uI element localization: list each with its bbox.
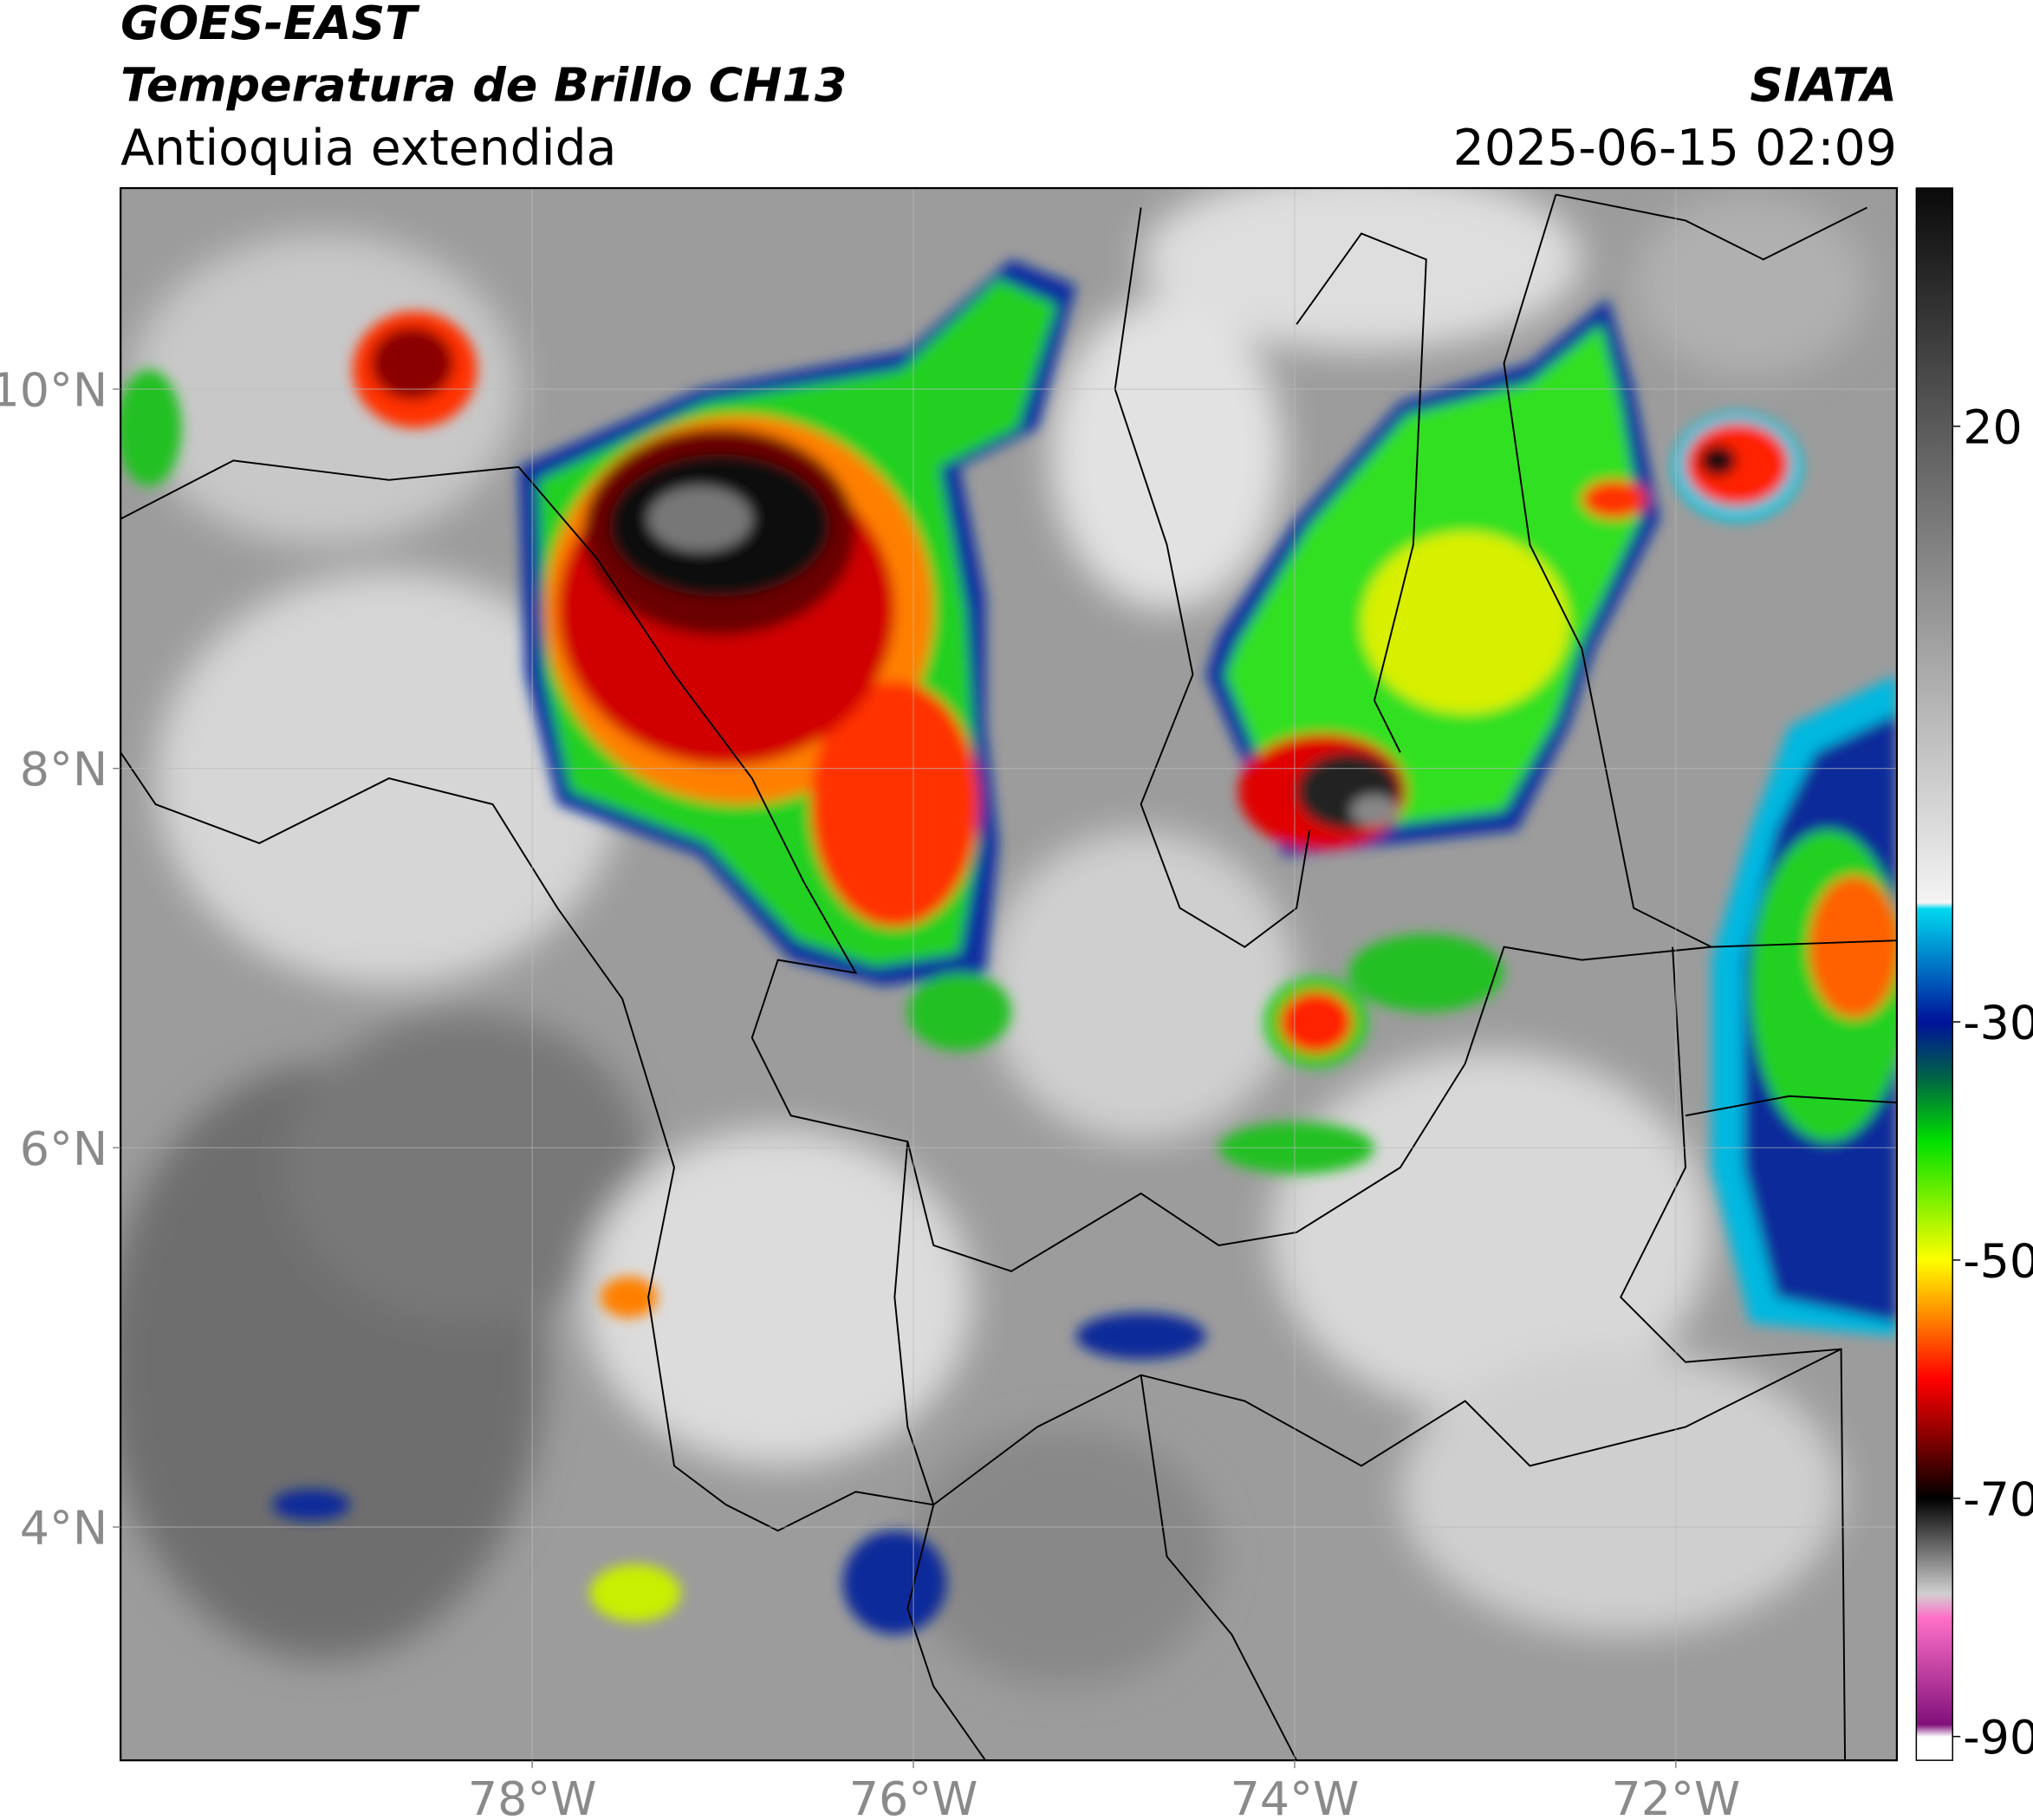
colorbar-segment xyxy=(1916,1498,1953,1595)
borders-part xyxy=(893,1141,986,1761)
x-tick-label: 78°W xyxy=(468,1771,597,1820)
satellite-image-part-part xyxy=(1049,298,1284,610)
borders-part xyxy=(1114,207,1311,948)
satellite-image-part-part xyxy=(1075,1312,1206,1360)
colorbar-segment xyxy=(1916,664,1953,904)
colorbar-tick-label: -70 xyxy=(1963,1472,2033,1526)
satellite-image-part-part xyxy=(907,972,1012,1051)
colorbar-segment xyxy=(1916,1617,1953,1726)
colorbar-segment xyxy=(1916,908,1953,1023)
map-frame xyxy=(120,186,1899,1762)
x-tick-label: 72°W xyxy=(1611,1771,1740,1820)
borders-part xyxy=(1503,194,1712,948)
satellite-image-part-part xyxy=(1348,933,1504,1012)
satellite-image-part-part xyxy=(1279,991,1353,1054)
region: Antioquia extendida xyxy=(120,120,616,177)
satellite-image-part-part xyxy=(583,1128,973,1466)
borders-part xyxy=(1685,1095,1897,1117)
datetime: 2025-06-15 02:09 xyxy=(1453,120,1897,177)
colorbar-tick-label: -90 xyxy=(1963,1710,2033,1765)
colorbar-segment xyxy=(1916,1450,1953,1499)
colorbar-tick-label: 20 xyxy=(1963,400,2023,454)
colorbar-segment xyxy=(1916,1593,1953,1618)
grid xyxy=(120,188,1897,1761)
satellite-image-part-part xyxy=(1400,1349,1841,1635)
source: SIATA xyxy=(1750,58,1897,113)
satellite-image-part-part xyxy=(1582,479,1647,519)
y-tick-label: 8°N xyxy=(20,742,107,796)
borders-part xyxy=(120,459,1897,1272)
borders-part xyxy=(1556,193,1867,261)
colorbar-tick-label: -50 xyxy=(1963,1233,2033,1288)
colorbar-frame xyxy=(1915,187,1953,1761)
borders-part xyxy=(1140,1375,1298,1761)
x-tick-label: 74°W xyxy=(1231,1771,1360,1820)
satellite-image-part-part xyxy=(1699,445,1737,477)
satellite-image-part-part xyxy=(1809,875,1897,1018)
colorbar-segment xyxy=(1916,188,1953,427)
colorbar-segment xyxy=(1916,902,1953,909)
borders-part xyxy=(1620,946,1847,1761)
colorbar-segment xyxy=(1916,1022,1953,1082)
colorbar: 20 -30 -50 -70 -90 xyxy=(1915,187,2033,1765)
satellite-image-part-part xyxy=(907,1427,1219,1687)
x-tick-label: 76°W xyxy=(849,1771,978,1820)
product: Temperatura de Brillo CH13 xyxy=(120,58,847,113)
satellite-image xyxy=(120,188,1897,1761)
satellite: GOES-EAST xyxy=(120,0,420,50)
colorbar-segment xyxy=(1916,1319,1953,1380)
satellite-image-part-part xyxy=(648,486,752,552)
colorbar-segment xyxy=(1916,1081,1953,1141)
satellite-image-part-part xyxy=(1351,795,1398,827)
satellite-image-part-part xyxy=(985,829,1297,1142)
borders xyxy=(120,193,1897,1761)
satellite-image-part-part xyxy=(842,1531,947,1635)
colorbar-segment xyxy=(1916,1736,1953,1761)
borders-part xyxy=(1296,232,1427,753)
colorbar-segment xyxy=(1916,1724,1953,1738)
colorbar-segment xyxy=(1916,426,1953,666)
colorbar-tick-label: -30 xyxy=(1963,996,2033,1050)
satellite-image-part-part xyxy=(370,327,454,400)
y-tick-label: 6°N xyxy=(20,1121,107,1176)
satellite-image-part-part xyxy=(1634,194,1867,377)
y-tick-label: 10°N xyxy=(0,362,107,417)
colorbar-segment xyxy=(1916,1259,1953,1321)
borders-part xyxy=(120,751,1842,1532)
colorbar-segment xyxy=(1916,1141,1953,1261)
satellite-image-part-part xyxy=(600,1276,658,1318)
satellite-image-part-part xyxy=(272,1489,350,1521)
satellite-image-part-part xyxy=(120,369,182,487)
satellite-image-part-part xyxy=(810,680,979,928)
satellite-image-part-part xyxy=(589,1564,681,1622)
y-tick-label: 4°N xyxy=(20,1500,107,1555)
satellite-image-part xyxy=(120,259,1897,1635)
satellite-image-part-part xyxy=(285,1011,649,1323)
colorbar-segment xyxy=(1916,1379,1953,1452)
satellite-image-part-part xyxy=(1140,188,1582,351)
satellite-image-part-part xyxy=(1686,422,1789,506)
satellite-image-part-part xyxy=(1361,531,1569,714)
satellite-image-part xyxy=(120,188,1867,1687)
satellite-image-part-part xyxy=(1270,1050,1711,1414)
